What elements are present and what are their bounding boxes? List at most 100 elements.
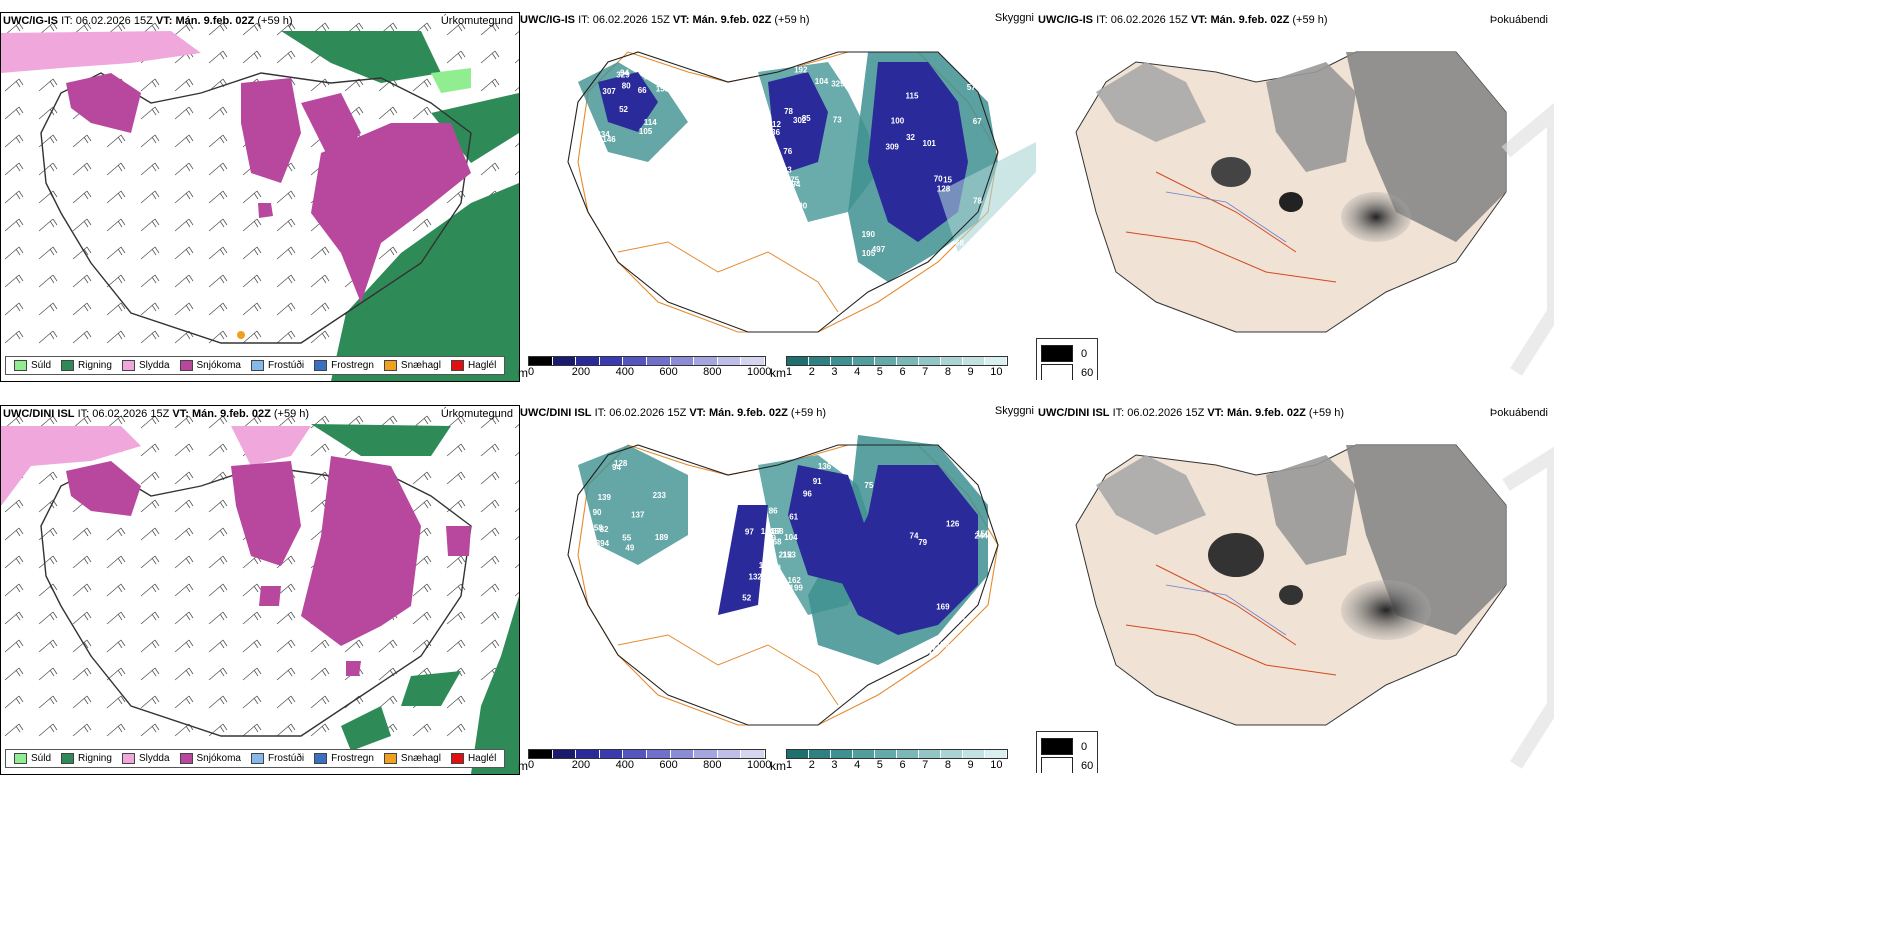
scale-color-step — [875, 750, 897, 758]
dense-fog-area — [1279, 192, 1303, 212]
scale-color-step — [919, 357, 941, 365]
ceiling-value-label: 70 — [934, 174, 943, 183]
ceiling-value-label: 90 — [593, 508, 602, 517]
ceiling-value-label: 80 — [622, 82, 631, 91]
scale-tick-label: 400 — [615, 759, 634, 771]
scale-color-step — [646, 357, 671, 365]
fog-legend-label: 60 — [1081, 759, 1094, 772]
low-ceiling-area — [718, 505, 768, 615]
ceiling-value-label: 146 — [602, 135, 616, 144]
legend-label: Frostúði — [267, 360, 305, 371]
legend-item: Súld — [14, 360, 51, 371]
ceiling-value-label: 52 — [619, 105, 628, 114]
ceiling-value-label: 91 — [813, 477, 822, 486]
ceiling-value-label: 162 — [788, 576, 802, 585]
scale-tick-label: 800 — [703, 759, 722, 771]
ceiling-value-label: 100 — [891, 117, 905, 126]
scale-tick-label: 600 — [659, 366, 678, 378]
ceiling-value-label: 329 — [831, 80, 845, 89]
ceiling-value-label: 497 — [872, 245, 886, 254]
ceiling-value-label: 128 — [614, 459, 628, 468]
ceiling-value-label: 72 — [956, 617, 965, 626]
scale-tick-label: 800 — [703, 366, 722, 378]
precip-legend: Súld Rigning Slydda Snjókoma Frostúði Frostre… — [5, 356, 506, 375]
scale-color-step — [897, 750, 919, 758]
ceiling-value-label: 334 — [596, 130, 610, 139]
road-network — [1125, 564, 1337, 676]
visibility-map: 128 91 244 122 137 67 75 68 90 96 79 52 94 104 118 124 5… — [567, 435, 999, 726]
ceiling-value-label: 74 — [910, 532, 919, 541]
rain-area — [471, 596, 519, 774]
ceiling-value-label: 109 — [591, 150, 605, 159]
drizzle-area — [431, 68, 471, 93]
scale-color-step — [694, 750, 718, 758]
scale-tick-label: 200 — [571, 366, 591, 378]
ceiling-value-label: 90 — [798, 201, 807, 210]
rain-area — [281, 31, 441, 83]
legend-item: Súld — [14, 753, 51, 764]
scale-color-step — [599, 357, 624, 365]
scale-color-step — [787, 357, 809, 365]
ceiling-value-label: 168 — [771, 203, 785, 212]
ceiling-value-label: 78 — [784, 107, 793, 116]
fog-area — [1266, 62, 1356, 172]
legend-item: Snjókoma — [179, 360, 241, 371]
ceiling-value-label: 118 — [924, 646, 937, 655]
legend-label: Frostregn — [331, 753, 374, 764]
ceiling-value-label: 188 — [770, 527, 784, 536]
scale-color-step — [831, 750, 853, 758]
scale-color-step — [787, 750, 809, 758]
road-network — [617, 634, 839, 706]
ceiling-value-label: 124 — [767, 597, 781, 606]
ceiling-value-label: 140 — [765, 156, 779, 165]
island-outline — [567, 51, 999, 333]
sleet-area — [1, 426, 141, 506]
fog-map — [1075, 51, 1554, 376]
fog-area — [1266, 455, 1356, 565]
legend-swatch — [179, 753, 193, 764]
fog-area — [1346, 52, 1506, 242]
road-network — [617, 241, 839, 313]
fog-legend-label: 0 — [1081, 740, 1088, 753]
scale-color-step — [717, 357, 742, 365]
scale-color-step — [670, 750, 695, 758]
ceiling-value-label: 309 — [886, 143, 900, 152]
legend-swatch — [121, 753, 135, 764]
ceiling-value-label: 94 — [612, 463, 621, 472]
scale-tick-label: 3 — [831, 366, 838, 378]
legend-item: Frostúði — [250, 360, 305, 371]
scale-color-step — [809, 750, 831, 758]
scale-tick-label: 9 — [967, 759, 974, 771]
fog-legend-swatch — [1041, 364, 1073, 380]
fog-legend: 0 60 — [1036, 731, 1099, 773]
legend-item: Haglél — [450, 360, 496, 371]
scale-color-step — [741, 750, 765, 758]
legend-label: Rigning — [78, 753, 112, 764]
dense-fog-area — [1341, 580, 1431, 640]
precip-map — [1, 13, 519, 381]
scale-tick-label: 2 — [808, 366, 815, 378]
panel-title: Skyggni — [994, 12, 1034, 24]
ceiling-value-label: 57 — [967, 83, 976, 92]
ceiling-value-label: 150 — [976, 530, 990, 539]
ceiling-value-label: 60 — [763, 147, 772, 156]
ceiling-value-label: 192 — [794, 65, 808, 74]
ceiling-value-label: 163 — [762, 188, 776, 197]
legend-swatch — [61, 753, 75, 764]
legend-item: Frostregn — [314, 360, 374, 371]
scale-color-step — [941, 357, 963, 365]
ceiling-value-label: 112 — [768, 120, 781, 129]
rain-area — [401, 671, 461, 706]
legend-item: Slydda — [121, 753, 170, 764]
ceiling-value-label: 96 — [803, 490, 812, 499]
scale-tick-label: 1 — [786, 366, 793, 378]
snow-area — [346, 661, 361, 676]
ceiling-value-label: 72 — [643, 72, 652, 81]
ceiling-value-label: 139 — [598, 493, 612, 502]
river-network — [1165, 584, 1287, 636]
ceiling-value-label: 212 — [779, 550, 793, 559]
scale-tick-label: 8 — [944, 759, 951, 771]
scale-color-step — [985, 750, 1007, 758]
scale-tick-label: 8 — [944, 366, 951, 378]
legend-item: Snjókoma — [179, 753, 241, 764]
